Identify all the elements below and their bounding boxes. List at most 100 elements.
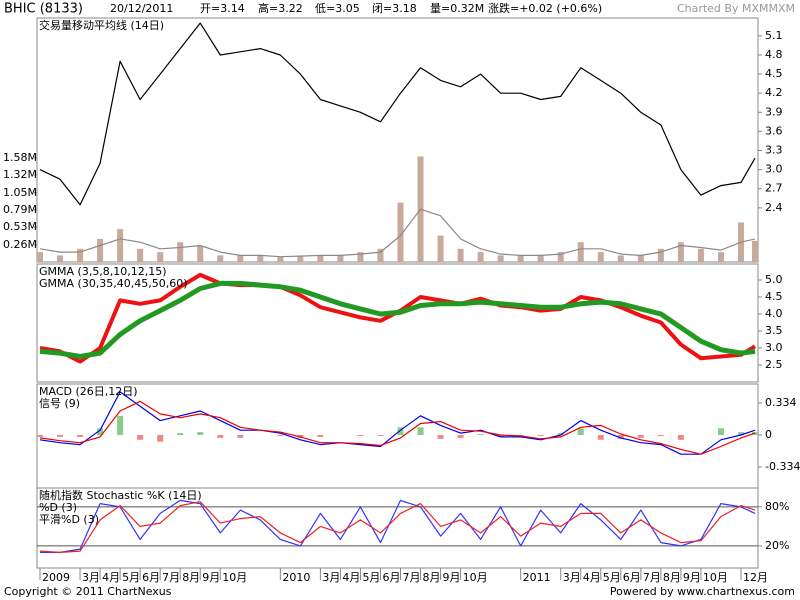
open: 开=3.14 bbox=[200, 2, 245, 15]
bar bbox=[337, 255, 344, 262]
bar bbox=[57, 255, 64, 262]
bar bbox=[637, 255, 644, 262]
bar bbox=[277, 256, 284, 262]
bar bbox=[57, 434, 64, 437]
x-tick-label: 2009 bbox=[42, 571, 70, 584]
y-tick-label: 4.5 bbox=[765, 290, 783, 303]
panel-frame bbox=[36, 487, 759, 569]
change: 涨跌=+0.02 (+0.6%) bbox=[488, 1, 602, 15]
bar bbox=[497, 434, 504, 437]
bar bbox=[377, 434, 384, 436]
y-tick-label: 0.334 bbox=[765, 396, 797, 409]
bar bbox=[117, 229, 124, 262]
bar bbox=[97, 428, 104, 435]
x-tick-label: 5月 bbox=[122, 571, 140, 584]
bar bbox=[77, 248, 84, 262]
bar bbox=[477, 252, 484, 262]
symbol: BHIC (8133) bbox=[4, 2, 83, 17]
bar bbox=[317, 434, 324, 437]
copyright: Copyright © 2011 ChartNexus bbox=[4, 585, 172, 598]
bar bbox=[217, 255, 224, 262]
y-tick-label: 4.0 bbox=[765, 307, 783, 320]
bar bbox=[177, 242, 184, 262]
bar bbox=[237, 255, 244, 262]
x-tick-label: 9月 bbox=[202, 571, 220, 584]
x-tick-label: 2011 bbox=[523, 571, 551, 584]
bar bbox=[597, 434, 604, 440]
bar bbox=[37, 434, 44, 437]
line bbox=[39, 391, 756, 455]
panel-title: 随机指数 Stochastic %K (14日) bbox=[39, 488, 202, 502]
x-tick-label: 6月 bbox=[382, 571, 400, 584]
x-tick-label: 7月 bbox=[643, 571, 661, 584]
x-tick-label: 3月 bbox=[322, 571, 340, 584]
bar bbox=[497, 255, 504, 262]
bar bbox=[677, 434, 684, 440]
date: 20/12/2011 bbox=[110, 2, 173, 15]
bar bbox=[177, 433, 184, 435]
x-tick-label: 10月 bbox=[703, 571, 728, 584]
low: 低=3.05 bbox=[315, 2, 360, 15]
y-tick-label: 80% bbox=[765, 500, 789, 513]
bar bbox=[637, 434, 644, 438]
y-tick-label: 4.5 bbox=[765, 67, 783, 80]
bar bbox=[617, 434, 624, 439]
y-tick-label: 4.2 bbox=[765, 86, 783, 99]
bar bbox=[537, 255, 544, 262]
y2-tick-label: 0.26M bbox=[3, 238, 37, 251]
x-tick-label: 3月 bbox=[563, 571, 581, 584]
bar bbox=[477, 434, 484, 435]
bar bbox=[697, 248, 704, 262]
x-tick-label: 7月 bbox=[162, 571, 180, 584]
x-tick-label: 8月 bbox=[182, 571, 200, 584]
legend-entry: %D (3) bbox=[39, 501, 77, 514]
bar bbox=[457, 248, 464, 262]
y2-tick-label: 1.58M bbox=[3, 151, 37, 164]
bar bbox=[517, 255, 524, 262]
y-tick-label: -0.334 bbox=[765, 460, 800, 473]
bar bbox=[117, 415, 124, 435]
bar bbox=[157, 434, 164, 442]
x-tick-label: 8月 bbox=[663, 571, 681, 584]
bar bbox=[377, 248, 384, 262]
bar bbox=[257, 255, 264, 262]
bar bbox=[557, 433, 564, 435]
x-tick-label: 10月 bbox=[463, 571, 488, 584]
high: 高=3.22 bbox=[258, 1, 303, 15]
bar bbox=[277, 434, 284, 436]
y-tick-label: 2.5 bbox=[765, 358, 783, 371]
bar bbox=[397, 427, 404, 435]
x-tick-label: 10月 bbox=[222, 571, 247, 584]
bar bbox=[577, 428, 584, 435]
bar bbox=[437, 434, 444, 439]
x-tick-label: 7月 bbox=[403, 571, 421, 584]
bar bbox=[197, 245, 204, 262]
bar bbox=[217, 434, 224, 438]
x-tick-label: 5月 bbox=[603, 571, 621, 584]
bar bbox=[617, 255, 624, 262]
x-tick-label: 5月 bbox=[362, 571, 380, 584]
y-tick-label: 3.6 bbox=[765, 124, 783, 137]
y-tick-label: 3.9 bbox=[765, 105, 783, 118]
panel-frame bbox=[36, 263, 759, 383]
legend-entry: 平滑%D (3) bbox=[39, 513, 99, 526]
x-tick-label: 6月 bbox=[623, 571, 641, 584]
bar bbox=[77, 434, 84, 437]
x-tick-label: 2010 bbox=[282, 571, 310, 584]
bar bbox=[357, 252, 364, 262]
line bbox=[39, 22, 756, 206]
bar bbox=[317, 255, 324, 262]
bar bbox=[417, 427, 424, 435]
y-tick-label: 4.8 bbox=[765, 48, 783, 61]
y-tick-label: 3.0 bbox=[765, 163, 783, 176]
powered-by: Powered by www.chartnexus.com bbox=[610, 585, 795, 598]
legend-entry: 信号 (9) bbox=[39, 397, 80, 410]
bar bbox=[297, 255, 304, 262]
x-tick-label: 4月 bbox=[342, 571, 360, 584]
bar bbox=[737, 432, 744, 435]
bar bbox=[657, 248, 664, 262]
x-tick-label: 3月 bbox=[82, 571, 100, 584]
line bbox=[39, 400, 756, 455]
